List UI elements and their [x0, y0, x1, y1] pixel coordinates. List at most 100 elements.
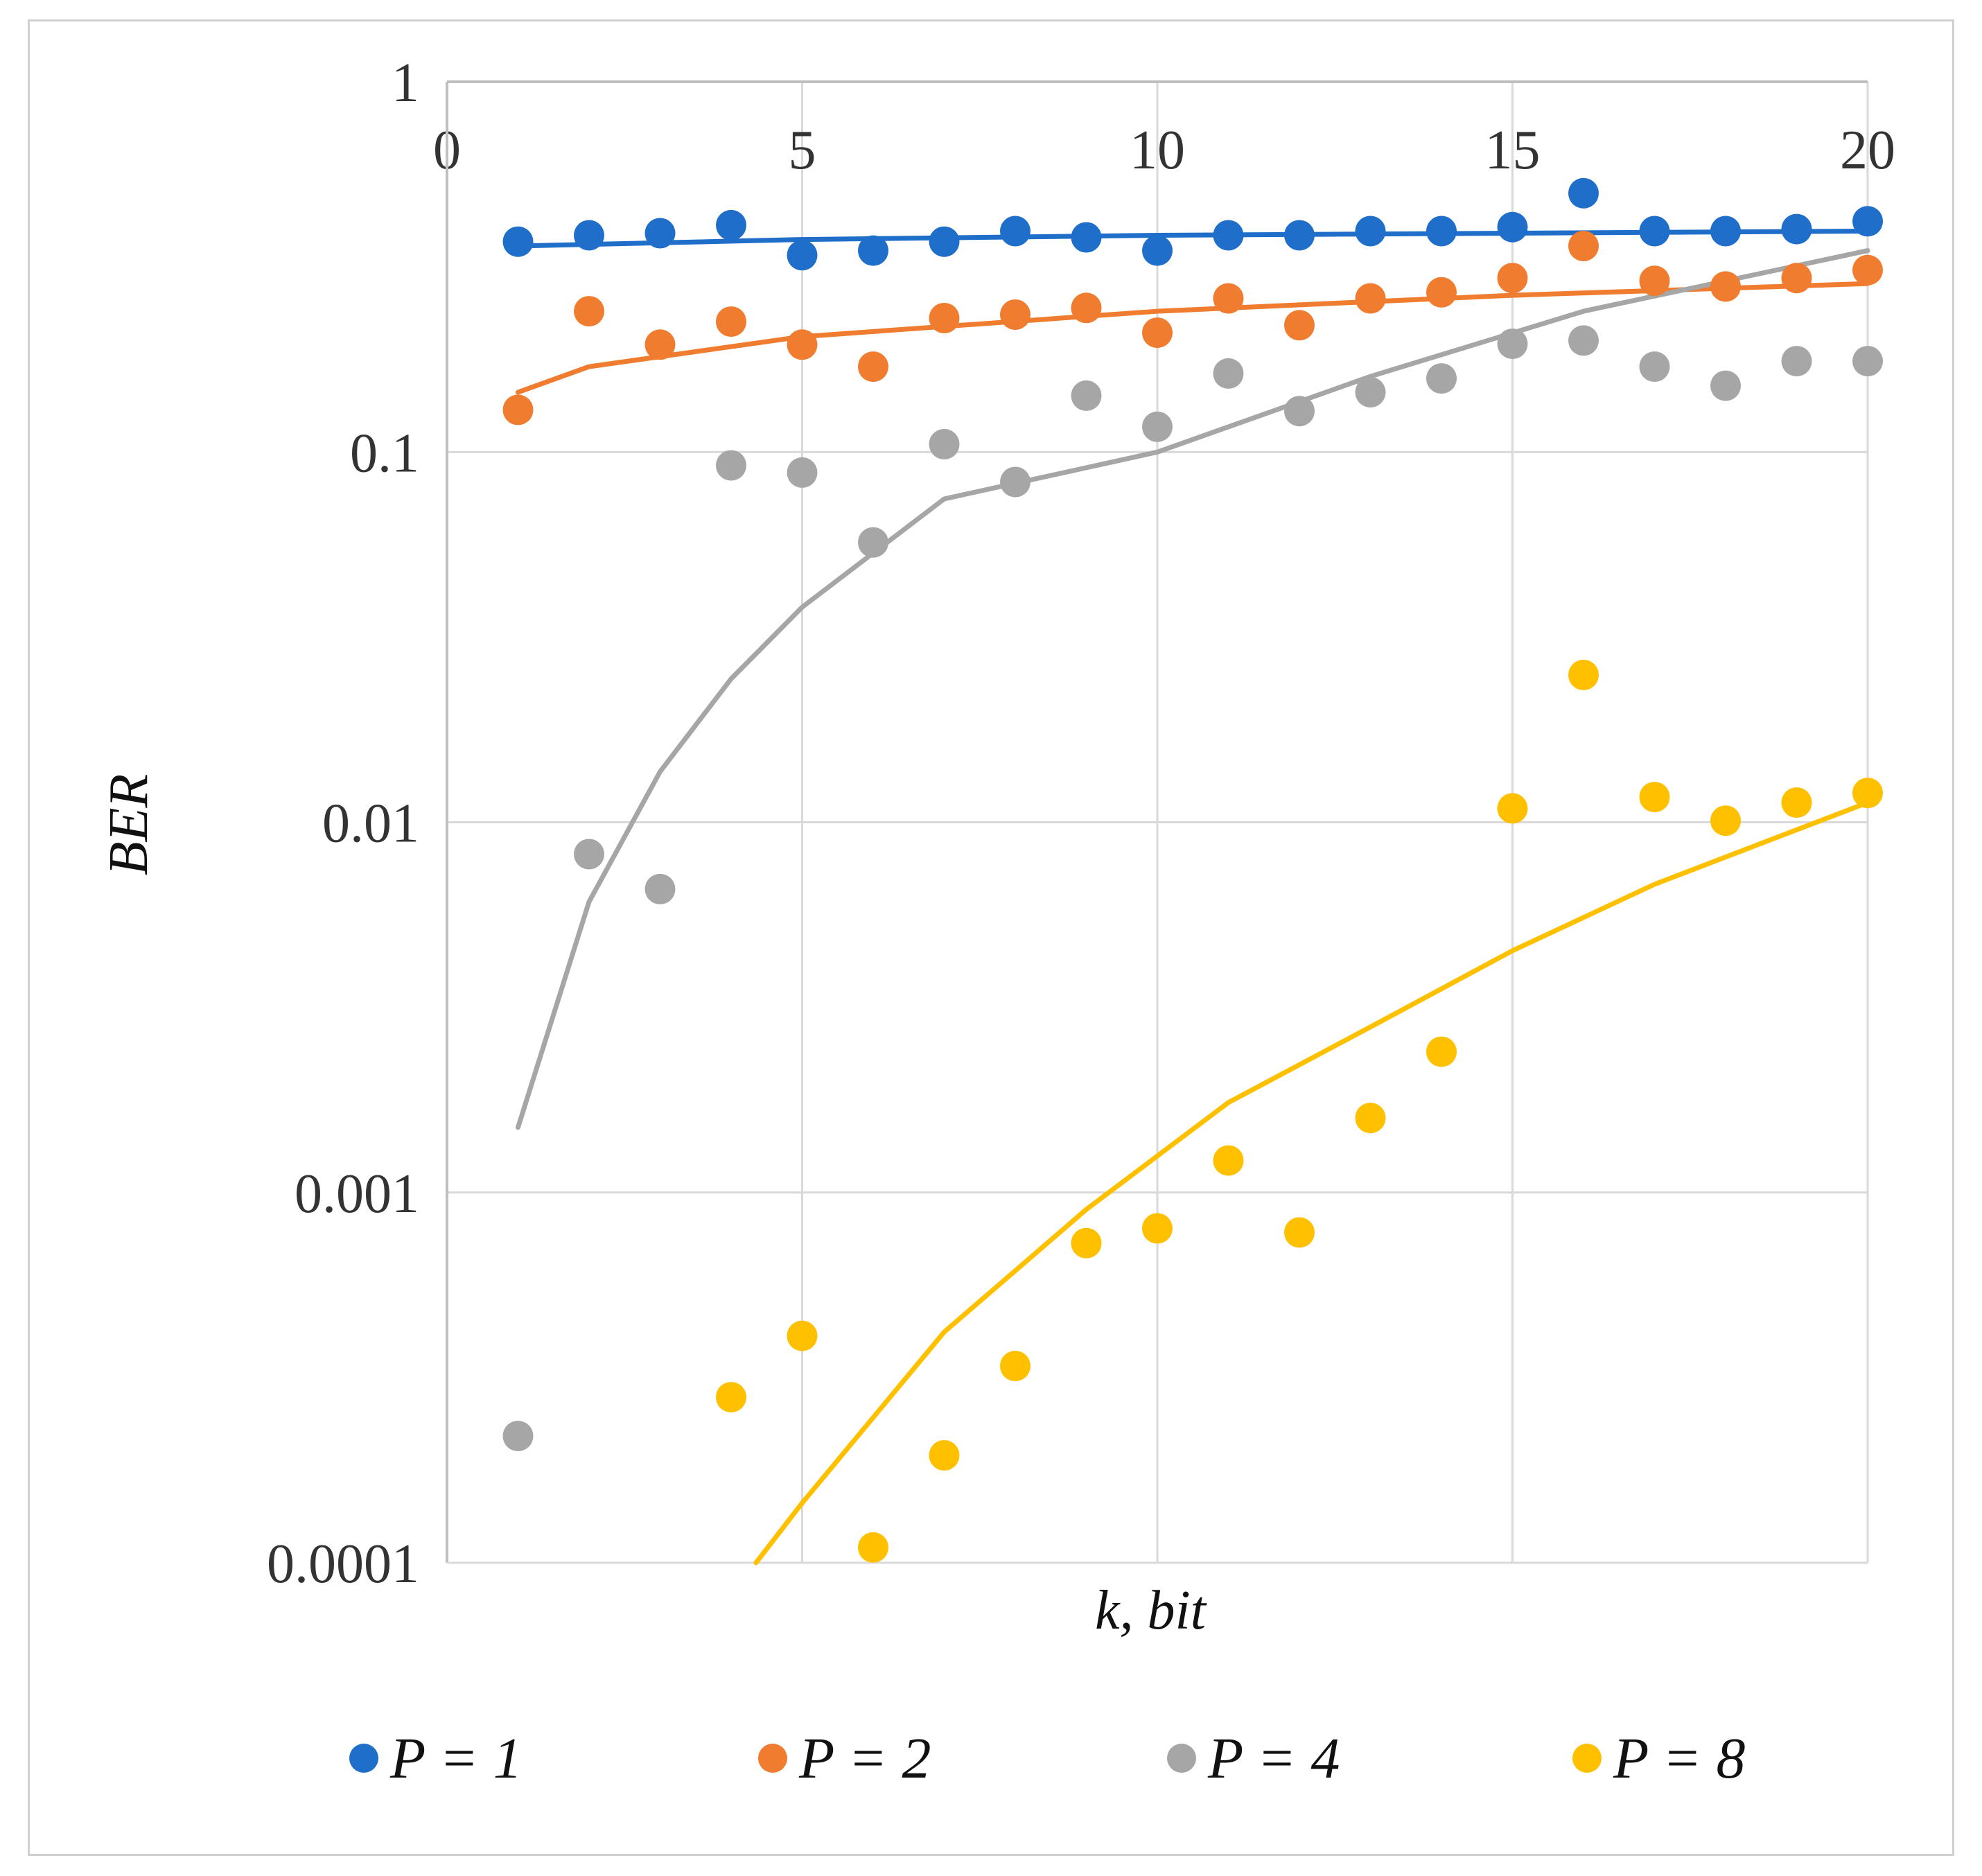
data-point-series-4 — [1497, 793, 1528, 824]
data-point-series-2 — [858, 351, 888, 383]
x-tick-label: 5 — [789, 120, 816, 181]
data-point-series-3 — [1568, 325, 1599, 356]
data-point-series-3 — [1497, 328, 1528, 360]
data-point-series-3 — [1284, 396, 1315, 427]
data-point-series-2 — [1852, 254, 1883, 286]
trendline-3 — [516, 248, 1870, 1130]
y-tick-label: 0.0001 — [267, 1534, 419, 1595]
data-point-series-2 — [1497, 263, 1528, 294]
data-point-series-1 — [716, 209, 746, 240]
data-point-series-3 — [1000, 466, 1031, 498]
data-point-series-1 — [858, 235, 888, 266]
data-point-series-4 — [1568, 659, 1599, 690]
x-axis-title: k, bit — [1095, 1580, 1207, 1641]
legend: P = 1 P = 2 P = 4 P = 8 — [349, 1726, 1745, 1791]
data-point-series-3 — [1213, 358, 1244, 389]
data-point-series-1 — [644, 218, 676, 249]
data-point-series-3 — [574, 839, 604, 870]
data-point-series-3 — [787, 457, 818, 488]
data-point-series-2 — [929, 303, 960, 333]
data-point-series-4 — [1639, 782, 1670, 813]
data-point-series-2 — [502, 394, 534, 426]
y-tick-label: 0.001 — [295, 1164, 419, 1225]
data-point-series-1 — [1071, 222, 1102, 253]
data-point-series-2 — [1568, 231, 1599, 261]
data-point-series-1 — [1568, 177, 1599, 209]
data-point-series-3 — [1355, 377, 1386, 407]
data-point-series-4 — [1781, 787, 1812, 818]
data-point-series-1 — [1000, 216, 1031, 247]
data-point-series-2 — [1781, 263, 1812, 294]
data-point-series-4 — [1213, 1145, 1244, 1176]
legend-label: P = 4 — [1207, 1726, 1340, 1791]
grid-layer — [447, 82, 1869, 1563]
data-point-series-1 — [1497, 211, 1528, 243]
data-point-series-1 — [1781, 213, 1812, 245]
data-point-series-4 — [716, 1382, 746, 1413]
data-point-series-2 — [1710, 271, 1741, 302]
y-tick-label: 0.1 — [350, 423, 419, 484]
y-axis-title: BER — [98, 774, 159, 876]
data-point-series-4 — [858, 1532, 888, 1563]
data-point-series-4 — [1142, 1213, 1173, 1244]
data-point-series-3 — [1142, 411, 1173, 442]
data-point-series-2 — [1284, 310, 1315, 341]
legend-marker-2 — [758, 1744, 787, 1773]
data-point-series-1 — [1710, 216, 1741, 247]
trendline-1 — [516, 229, 1870, 249]
data-point-series-2 — [1355, 283, 1386, 314]
data-point-series-1 — [929, 226, 960, 257]
data-point-series-1 — [1355, 216, 1386, 247]
data-point-series-4 — [1000, 1351, 1031, 1382]
legend-label: P = 8 — [1613, 1726, 1745, 1791]
data-point-series-3 — [716, 450, 746, 481]
data-point-series-2 — [1071, 292, 1102, 324]
data-point-series-1 — [1426, 216, 1457, 247]
data-point-series-1 — [574, 220, 604, 251]
data-point-series-3 — [644, 873, 676, 904]
legend-label: P = 2 — [798, 1726, 931, 1791]
data-point-series-2 — [716, 306, 746, 337]
data-point-series-2 — [1213, 283, 1244, 314]
data-point-series-3 — [1710, 370, 1741, 401]
legend-marker-4 — [1572, 1744, 1602, 1773]
data-point-series-3 — [929, 428, 960, 459]
data-point-series-1 — [502, 226, 534, 257]
data-point-series-3 — [1426, 363, 1457, 394]
data-point-series-2 — [1426, 277, 1457, 308]
data-point-series-2 — [1000, 299, 1031, 330]
data-point-series-2 — [1142, 317, 1173, 349]
data-point-series-3 — [858, 527, 888, 558]
data-point-series-4 — [1426, 1036, 1457, 1067]
x-tick-label: 15 — [1485, 120, 1541, 181]
data-point-series-4 — [1355, 1103, 1386, 1134]
data-point-series-4 — [929, 1440, 960, 1471]
x-tick-label: 20 — [1840, 120, 1895, 181]
data-point-series-2 — [574, 296, 604, 327]
data-point-series-3 — [1639, 351, 1670, 383]
data-point-series-4 — [1852, 778, 1883, 809]
data-point-series-4 — [1710, 805, 1741, 836]
data-point-series-3 — [1852, 346, 1883, 377]
data-point-series-1 — [1213, 220, 1244, 251]
trendline-layer — [516, 229, 1870, 1566]
y-tick-label: 0.01 — [322, 794, 419, 854]
y-tick-label: 1 — [392, 53, 419, 114]
point-layer — [502, 177, 1883, 1563]
trendline-4 — [753, 800, 1870, 1566]
legend-marker-1 — [349, 1744, 378, 1773]
legend-marker-3 — [1167, 1744, 1196, 1773]
data-point-series-3 — [1071, 380, 1102, 411]
legend-label: P = 1 — [389, 1726, 522, 1791]
data-point-series-2 — [1639, 265, 1670, 297]
data-point-series-3 — [1781, 346, 1812, 377]
data-point-series-1 — [1284, 220, 1315, 251]
data-point-series-2 — [644, 329, 676, 360]
data-point-series-1 — [1639, 216, 1670, 247]
data-point-series-1 — [1142, 235, 1173, 266]
data-point-series-2 — [787, 329, 818, 360]
data-point-series-4 — [1284, 1217, 1315, 1248]
x-tick-label: 10 — [1130, 120, 1185, 181]
data-point-series-3 — [502, 1421, 534, 1452]
